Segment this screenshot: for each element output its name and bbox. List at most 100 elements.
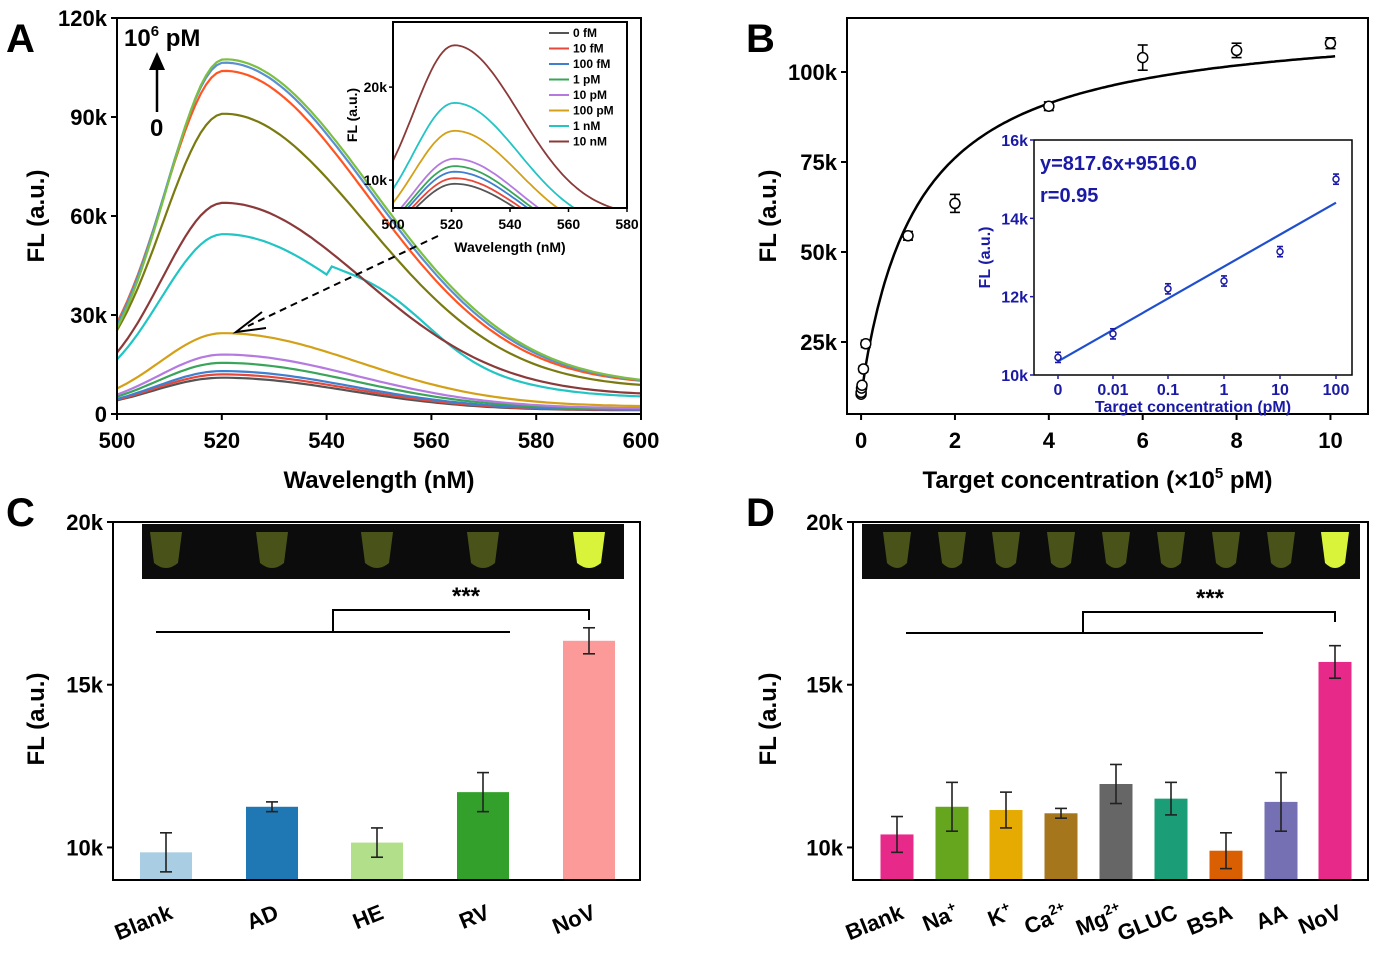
data-point bbox=[1136, 51, 1149, 64]
category-label: RV bbox=[456, 899, 494, 934]
inset-x-tick-label: 0.01 bbox=[1097, 382, 1128, 399]
bar bbox=[563, 640, 615, 880]
x-axis-label: Target concentration (×105 pM) bbox=[923, 465, 1273, 494]
curve-100-fM bbox=[116, 370, 642, 411]
inset-curve-0-fM bbox=[414, 182, 518, 208]
data-point bbox=[1043, 100, 1055, 112]
inset-y-tick-label: 14k bbox=[1001, 211, 1028, 228]
data-point bbox=[1230, 44, 1243, 57]
y-tick-label: 20k bbox=[66, 510, 103, 535]
category-label: Ca2+ bbox=[1020, 898, 1071, 940]
y-axis-label: FL (a.u.) bbox=[755, 170, 782, 263]
curve-10-nM bbox=[116, 201, 642, 395]
tube-photo bbox=[142, 524, 624, 579]
data-point bbox=[902, 230, 914, 242]
x-tick-label: 0 bbox=[855, 428, 867, 453]
significance-label: *** bbox=[452, 583, 481, 610]
curve-100-pM bbox=[116, 332, 641, 408]
legend-entry: 1 nM bbox=[573, 119, 600, 133]
y-tick-label: 20k bbox=[806, 510, 843, 535]
inset-curve-10-nM bbox=[393, 44, 617, 208]
inset-data-point bbox=[1276, 247, 1284, 256]
panel-label-c: C bbox=[6, 491, 35, 535]
panel-label-b: B bbox=[746, 17, 775, 61]
curve-1-μM bbox=[116, 69, 642, 382]
data-point bbox=[1324, 37, 1337, 49]
annotation-arrowhead bbox=[149, 52, 165, 70]
x-axis-label: Wavelength (nM) bbox=[283, 467, 474, 494]
bracket-arm bbox=[332, 609, 590, 632]
inset-y-tick-label: 10k bbox=[364, 172, 388, 188]
data-point bbox=[860, 338, 872, 350]
x-tick-label: 560 bbox=[413, 428, 450, 453]
inset-fit-line bbox=[1057, 201, 1337, 363]
category-label: NoV bbox=[549, 899, 599, 939]
category-label: GLUC bbox=[1114, 899, 1181, 946]
inset-x-axis-label: Target concentration (pM) bbox=[1095, 399, 1291, 416]
y-axis-label: FL (a.u.) bbox=[23, 170, 50, 263]
y-tick-label: 50k bbox=[800, 240, 837, 265]
y-tick-label: 15k bbox=[66, 673, 103, 698]
legend-entry: 10 nM bbox=[573, 135, 607, 149]
inset-data-point bbox=[1054, 353, 1062, 362]
y-axis-label: FL (a.u.) bbox=[23, 673, 50, 766]
inset-data-point bbox=[1332, 175, 1340, 183]
legend-entry: 100 fM bbox=[573, 57, 610, 71]
y-tick-label: 75k bbox=[800, 150, 837, 175]
category-label: AD bbox=[243, 899, 282, 934]
x-tick-label: 4 bbox=[1043, 428, 1056, 453]
x-tick-label: 540 bbox=[308, 428, 345, 453]
x-tick-label: 600 bbox=[623, 428, 660, 453]
inset-curve-100-pM bbox=[393, 129, 560, 208]
legend-entry: 10 fM bbox=[573, 42, 604, 56]
tube-image bbox=[361, 532, 393, 568]
category-label: HE bbox=[349, 899, 387, 934]
tube-image bbox=[1212, 532, 1240, 568]
category-label: Blank bbox=[842, 899, 908, 945]
inset-x-tick-label: 520 bbox=[440, 216, 464, 232]
y-tick-label: 15k bbox=[806, 673, 843, 698]
inset-curve-10-fM bbox=[410, 177, 524, 208]
x-tick-label: 580 bbox=[518, 428, 555, 453]
tube-image bbox=[938, 532, 966, 568]
category-label: AA bbox=[1252, 899, 1291, 934]
panel-a: A 500 520 540 560 580 600 0 30k 60k 90k 120k Wavelen… bbox=[6, 6, 659, 494]
legend-entry: 1 pM bbox=[573, 73, 600, 87]
inset-data-point bbox=[1164, 285, 1172, 293]
category-label: NoV bbox=[1295, 899, 1345, 939]
inset-x-tick-label: 500 bbox=[381, 216, 405, 232]
tube-image bbox=[1267, 532, 1295, 568]
fit-r-value: r=0.95 bbox=[1040, 185, 1098, 207]
tube-image bbox=[150, 532, 182, 568]
curve-10-pM bbox=[116, 353, 642, 410]
bar bbox=[1044, 813, 1078, 880]
annotation-top: 106 pM bbox=[124, 23, 200, 52]
data-point bbox=[857, 363, 870, 375]
x-tick-label: 10 bbox=[1318, 428, 1342, 453]
category-label: BSA bbox=[1183, 899, 1236, 940]
tube-image bbox=[1321, 532, 1349, 568]
bracket-arm bbox=[1082, 611, 1336, 633]
inset-y-tick-label: 10k bbox=[1001, 368, 1028, 385]
inset-background bbox=[1034, 140, 1352, 375]
legend-entry: 100 pM bbox=[573, 104, 614, 118]
fit-equation: y=817.6x+9516.0 bbox=[1040, 153, 1197, 175]
tube-image bbox=[992, 532, 1020, 568]
inset-curves bbox=[393, 44, 617, 208]
inset-x-tick-label: 100 bbox=[1323, 382, 1350, 399]
tube-image bbox=[883, 532, 911, 568]
inset-y-axis-label: FL (a.u.) bbox=[977, 227, 994, 289]
curve-100-nM bbox=[116, 112, 642, 386]
inset-x-tick-label: 580 bbox=[615, 216, 639, 232]
plot-frame-d bbox=[852, 521, 1369, 881]
tube-image bbox=[256, 532, 288, 568]
x-tick-label: 8 bbox=[1230, 428, 1242, 453]
legend-entry: 10 pM bbox=[573, 88, 607, 102]
tube-image bbox=[467, 532, 499, 568]
inset-y-tick-label: 16k bbox=[1001, 133, 1028, 150]
curve-1-mM bbox=[116, 58, 642, 381]
inset-x-tick-label: 10 bbox=[1271, 382, 1289, 399]
inset-curve-100-fM bbox=[406, 170, 530, 208]
